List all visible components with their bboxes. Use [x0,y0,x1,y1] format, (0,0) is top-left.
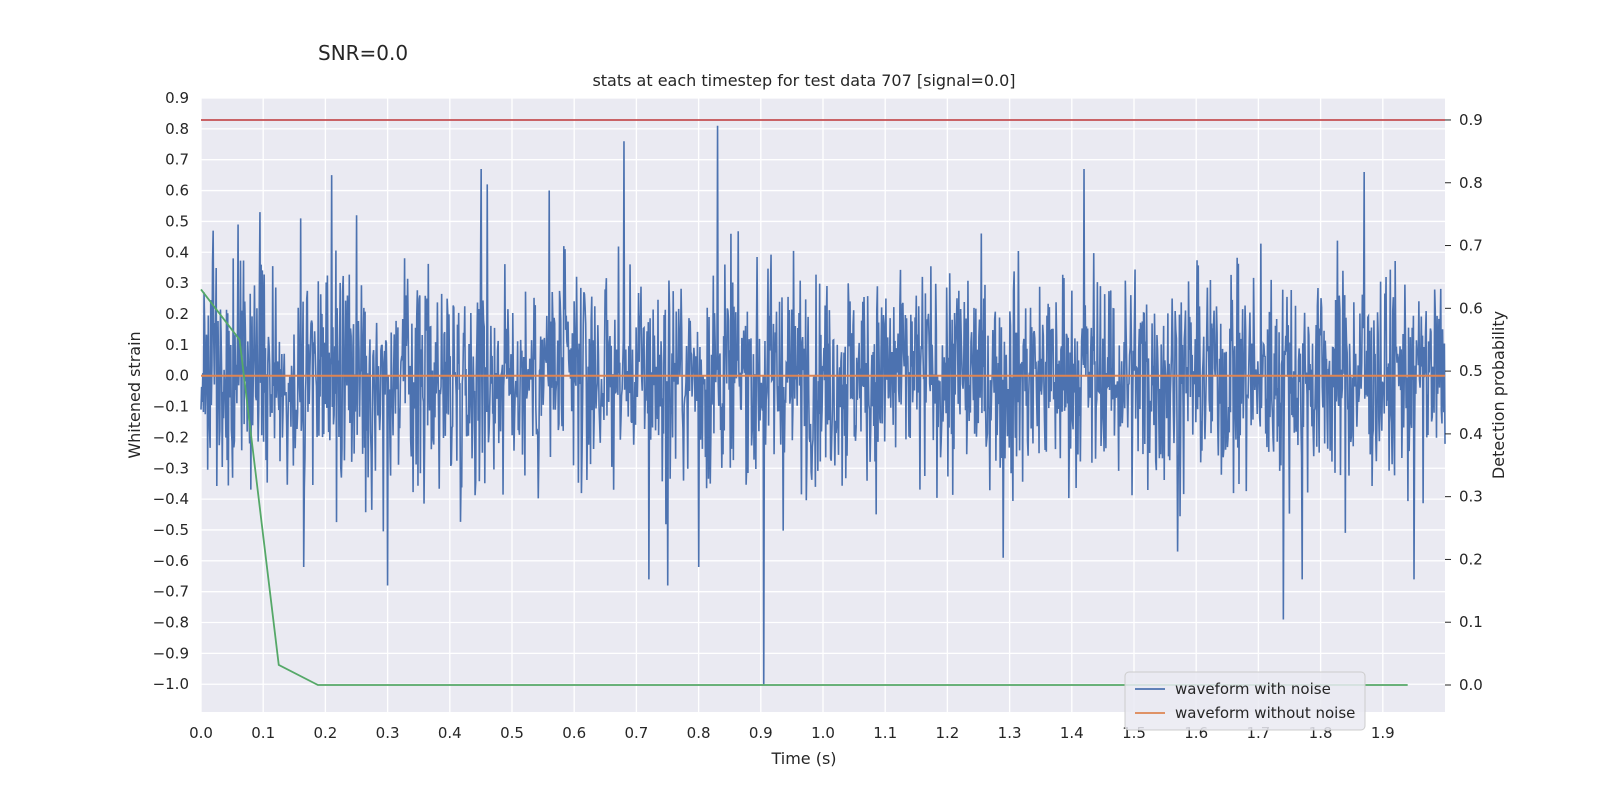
y-tick-label: 0.4 [165,243,189,261]
y2-tick-label: 0.7 [1459,237,1483,255]
x-tick-label: 0.5 [500,724,524,742]
y2-tick-label: 0.0 [1459,676,1483,694]
x-tick-label: 1.3 [998,724,1022,742]
legend-entry: waveform with noise [1175,680,1331,698]
y-tick-label: −0.1 [153,398,189,416]
legend-box [1124,671,1366,731]
y2-tick-label: 0.6 [1459,299,1483,317]
y-tick-label: 0.6 [165,182,189,200]
y-tick-label: −0.9 [153,644,189,662]
y-tick-label: 0.1 [165,336,189,354]
y-tick-label: −0.6 [153,552,189,570]
x-tick-label: 1.9 [1371,724,1395,742]
series-layer [200,119,1446,686]
y-tick-label: 0.8 [165,120,189,138]
x-tick-label: 0.9 [749,724,773,742]
y2-tick-label: 0.9 [1459,111,1483,129]
x-tick-label: 1.1 [873,724,897,742]
y2-tick-label: 0.2 [1459,550,1483,568]
suptitle: SNR=0.0 [318,41,408,65]
y-tick-label: −0.5 [153,521,189,539]
y-tick-label: −0.8 [153,614,189,632]
y-tick-label: −0.3 [153,459,189,477]
y-tick-label: 0.0 [165,367,189,385]
series-detection-probability [200,288,1408,686]
y2-tick-label: 0.5 [1459,362,1483,380]
legend-entry: waveform without noise [1175,704,1355,722]
y-tick-label: 0.9 [165,89,189,107]
y2-tick-label: 0.1 [1459,613,1483,631]
x-tick-label: 0.7 [624,724,648,742]
x-tick-label: 0.4 [438,724,462,742]
y-tick-label: 0.3 [165,274,189,292]
x-tick-label: 1.4 [1060,724,1084,742]
x-tick-label: 0.6 [562,724,586,742]
series-waveform-with-noise [200,125,1446,685]
y-tick-label: 0.5 [165,212,189,230]
y-tick-label: −0.7 [153,583,189,601]
x-tick-label: 0.8 [687,724,711,742]
y-tick-label: 0.2 [165,305,189,323]
y-tick-label: −1.0 [153,675,189,693]
legend: waveform with noise waveform without nois… [1124,671,1366,731]
x-tick-label: 1.2 [935,724,959,742]
x-tick-label: 0.0 [189,724,213,742]
y-tick-label: 0.7 [165,151,189,169]
x-tick-label: 0.2 [313,724,337,742]
y2-tick-label: 0.8 [1459,174,1483,192]
y-axis-label: Whitened strain [125,331,144,458]
x-axis-label: Time (s) [770,749,836,768]
x-tick-label: 0.3 [376,724,400,742]
y2-tick-label: 0.3 [1459,488,1483,506]
x-tick-label: 0.1 [251,724,275,742]
x-tick-label: 1.0 [811,724,835,742]
y2-tick-label: 0.4 [1459,425,1483,443]
y-tick-label: −0.4 [153,490,189,508]
chart-title: stats at each timestep for test data 707… [592,71,1015,90]
y-tick-label: −0.2 [153,428,189,446]
y2-axis-label: Detection probability [1489,311,1508,479]
